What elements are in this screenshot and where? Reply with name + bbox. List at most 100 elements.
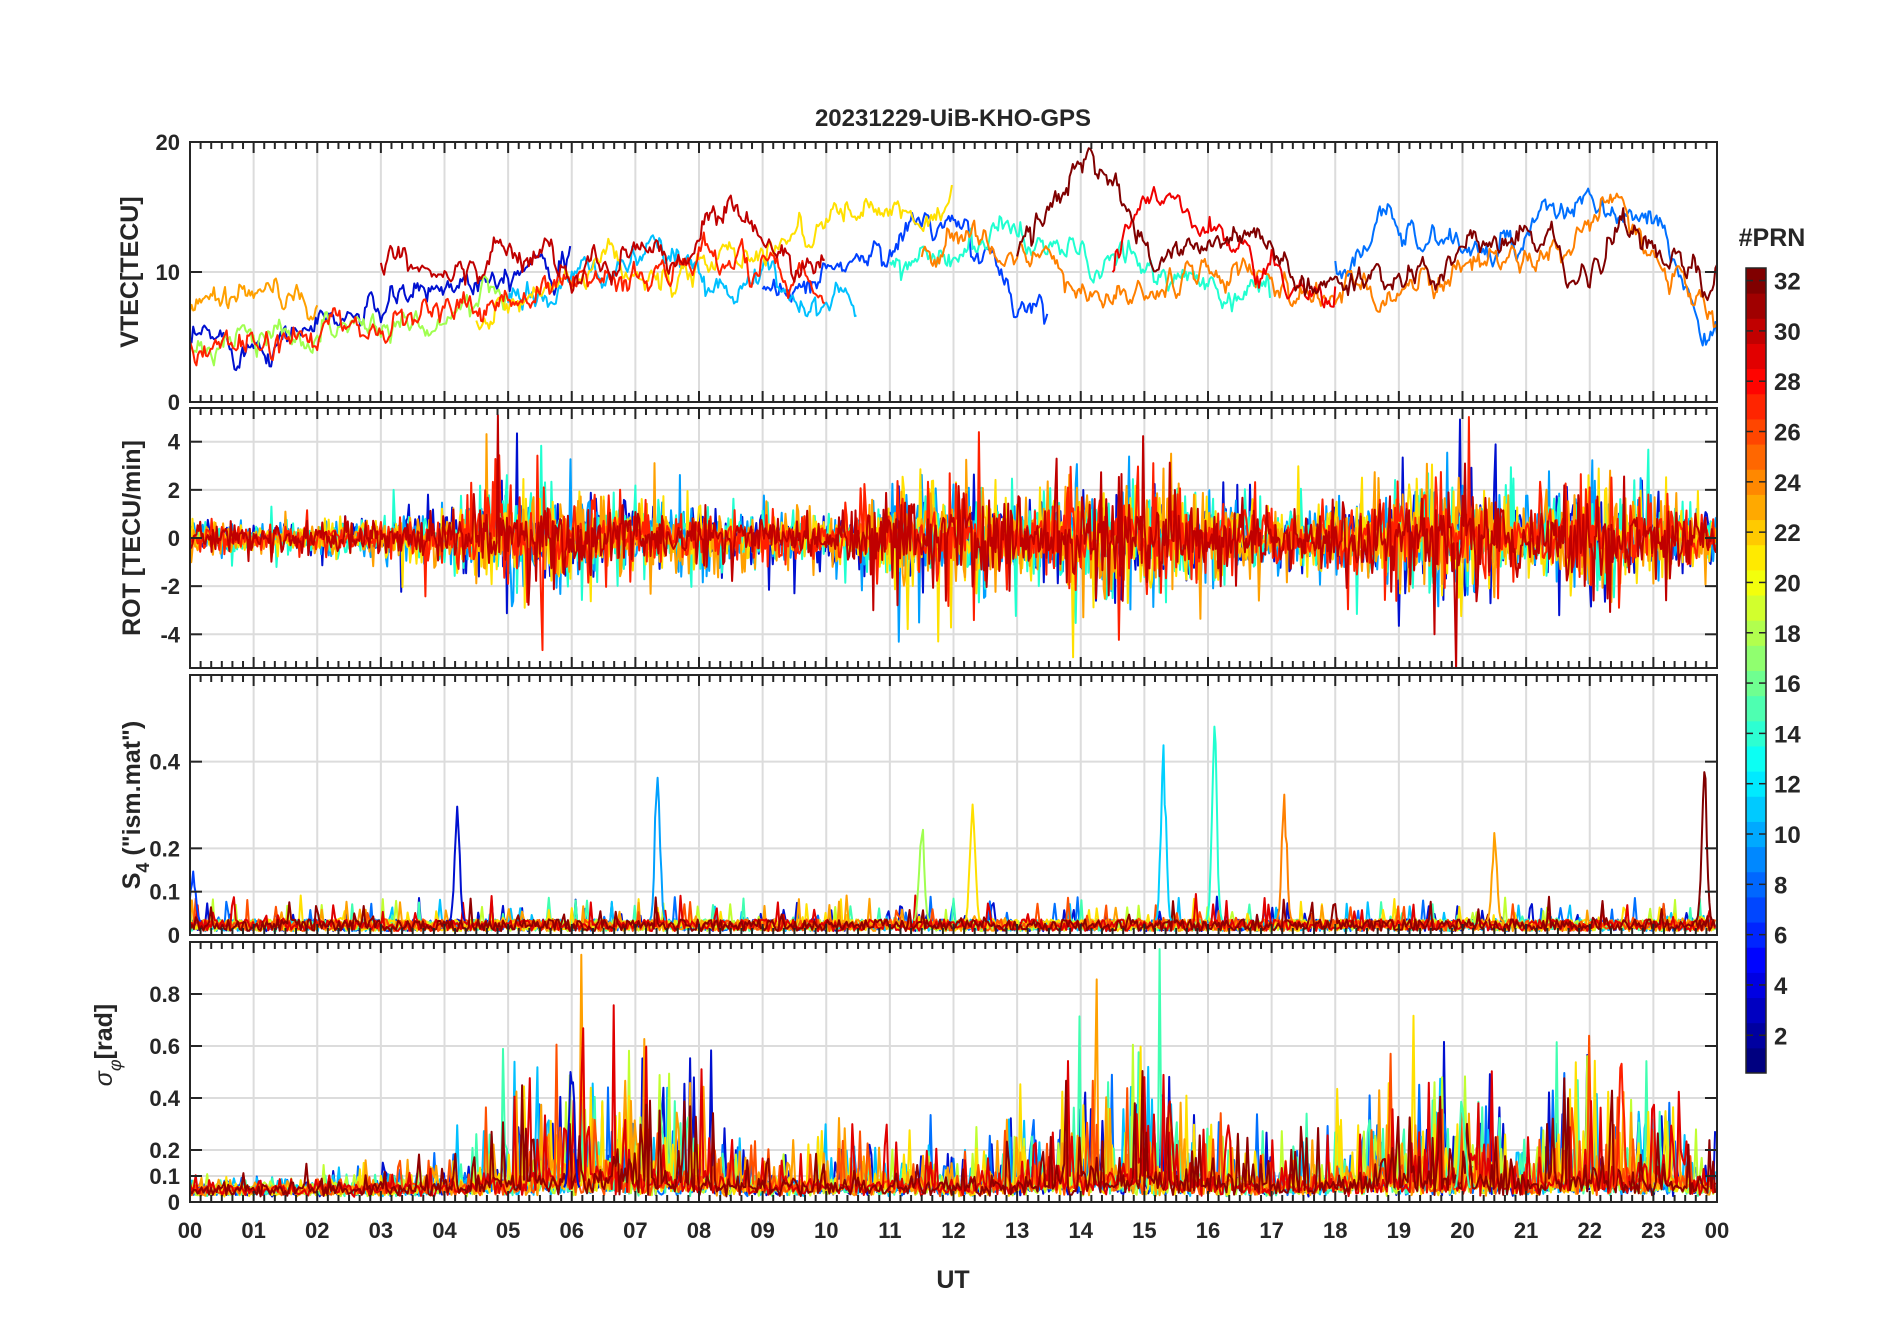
panel-sigma-phi-ylabel-rest: [rad]: [90, 1004, 118, 1060]
colorbar-tick-label: 12: [1774, 772, 1801, 799]
s4-peak: [1154, 744, 1173, 921]
colorbar-swatch: [1746, 871, 1766, 898]
s4-peak: [190, 870, 202, 923]
panel-s4-ylabel-sub: 4: [133, 863, 153, 873]
y-tick-label: 0.6: [149, 1034, 180, 1059]
colorbar-swatch: [1746, 318, 1766, 344]
s4-peak: [448, 805, 466, 922]
sigma-phi-peak: [1453, 1100, 1472, 1189]
x-tick-label: 00: [1705, 1218, 1729, 1243]
y-tick-label: 0.8: [149, 982, 180, 1007]
x-tick-label: 05: [496, 1218, 520, 1243]
x-tick-label: 22: [1578, 1218, 1602, 1243]
colorbar-swatch: [1746, 418, 1766, 445]
x-tick-label: 03: [369, 1218, 393, 1243]
colorbar-swatch: [1746, 720, 1766, 747]
colorbar-tick-label: 20: [1774, 570, 1801, 597]
panel-sigma-phi-ylabel-sub: φ: [105, 1059, 125, 1071]
y-tick-label: 0: [168, 1190, 180, 1215]
y-tick-label: 0: [168, 526, 180, 551]
colorbar-swatch: [1746, 393, 1766, 420]
x-tick-label: 07: [623, 1218, 647, 1243]
s4-peak: [1695, 771, 1713, 921]
colorbar-swatch: [1746, 846, 1766, 873]
x-tick-label: 15: [1132, 1218, 1156, 1243]
panel-s4-ylabel-main: S: [118, 873, 146, 890]
x-tick-label: 08: [687, 1218, 711, 1243]
sigma-phi-peak: [563, 1071, 581, 1188]
colorbar-swatch: [1746, 796, 1766, 822]
colorbar-swatch: [1746, 620, 1766, 646]
colorbar-swatch: [1746, 645, 1766, 671]
s4-peak: [1275, 793, 1293, 921]
colorbar-tick-label: 28: [1774, 369, 1801, 396]
s4-peak: [1205, 725, 1223, 921]
x-tick-label: 02: [305, 1218, 329, 1243]
colorbar-swatch: [1746, 1022, 1766, 1049]
colorbar-swatch: [1746, 595, 1766, 621]
colorbar-swatch: [1746, 1047, 1766, 1074]
colorbar-tick-label: 30: [1774, 319, 1801, 346]
colorbar-swatch: [1746, 922, 1766, 948]
sigma-phi-series: [190, 1070, 1717, 1198]
colorbar-tick-label: 22: [1774, 520, 1801, 547]
colorbar-tick-label: 32: [1774, 269, 1801, 296]
figure-title: 20231229-UiB-KHO-GPS: [815, 105, 1091, 132]
y-tick-label: 4: [168, 430, 181, 455]
s4-peak: [649, 776, 667, 921]
colorbar-tick-label: 10: [1774, 822, 1801, 849]
colorbar-swatch: [1746, 544, 1766, 571]
vtec-series-prn-14: [889, 215, 1271, 313]
vtec-series-prn-8: [1334, 187, 1717, 347]
y-tick-label: 0.1: [149, 1164, 180, 1189]
y-tick-label: 0.4: [149, 750, 180, 775]
colorbar-label: #PRN: [1739, 224, 1806, 252]
x-tick-label: 00: [178, 1218, 202, 1243]
colorbar-frame: [1745, 267, 1767, 1074]
colorbar-tick-label: 16: [1774, 671, 1801, 698]
x-tick-label: 12: [941, 1218, 965, 1243]
colorbar-swatch: [1746, 821, 1766, 848]
x-tick-label: 01: [241, 1218, 265, 1243]
colorbar-swatch: [1746, 368, 1766, 395]
vtec-series-prn-23: [190, 277, 319, 321]
s4-peak: [964, 803, 982, 922]
panel-vtec-lines: [190, 147, 1717, 372]
rot-series: [190, 433, 1717, 620]
colorbar-gradient: [1746, 268, 1766, 1074]
colorbar-swatch: [1746, 519, 1766, 546]
colorbar-swatch: [1746, 444, 1766, 470]
colorbar-swatch: [1746, 569, 1766, 596]
panel-sigma-phi: 00.10.2 0.4 0.6 0.8 σφ[rad]: [90, 941, 1718, 1215]
vtec-series-prn-27: [190, 231, 825, 367]
panel-s4-ylabel-rest: ("ism.mat"): [118, 721, 146, 863]
colorbar-tick-label: 24: [1774, 470, 1801, 497]
colorbar-tick-label: 8: [1774, 872, 1787, 899]
colorbar-tick-label: 2: [1774, 1023, 1787, 1050]
panel-vtec-ticks: [189, 141, 1718, 403]
s4-peak: [1485, 832, 1503, 922]
panel-sigma-phi-ylabel-main: σ: [90, 1070, 118, 1086]
y-tick-label: 2: [168, 478, 180, 503]
panel-vtec-ytick-labels: 0 10 20: [156, 130, 180, 415]
y-tick-label: 0.4: [149, 1086, 180, 1111]
vtec-series-prn-5: [761, 212, 1049, 325]
sigma-phi-peak: [1161, 1100, 1179, 1189]
x-tick-label: 14: [1069, 1218, 1094, 1243]
y-tick-label: 0.1: [149, 880, 180, 905]
x-tick-label: 16: [1196, 1218, 1220, 1243]
sigma-phi-peak: [1612, 1062, 1631, 1189]
x-tick-label: 09: [750, 1218, 774, 1243]
panel-sigma-phi-lines: [190, 948, 1717, 1198]
x-tick-labels: 00 01 02 03 04 05 06 07 08 09 10 11 12 13 14 15 16 17 18 19…: [178, 1218, 1729, 1243]
colorbar-tick-label: 26: [1774, 420, 1801, 447]
vtec-series-prn-18: [190, 274, 508, 367]
y-tick-label: 20: [156, 130, 180, 155]
x-tick-label: 11: [878, 1218, 901, 1243]
x-tick-label: 17: [1259, 1218, 1283, 1243]
colorbar-swatch: [1746, 997, 1766, 1024]
colorbar-tick-label: 14: [1774, 721, 1801, 748]
colorbar-swatch: [1746, 695, 1766, 722]
colorbar-swatch: [1746, 972, 1766, 999]
